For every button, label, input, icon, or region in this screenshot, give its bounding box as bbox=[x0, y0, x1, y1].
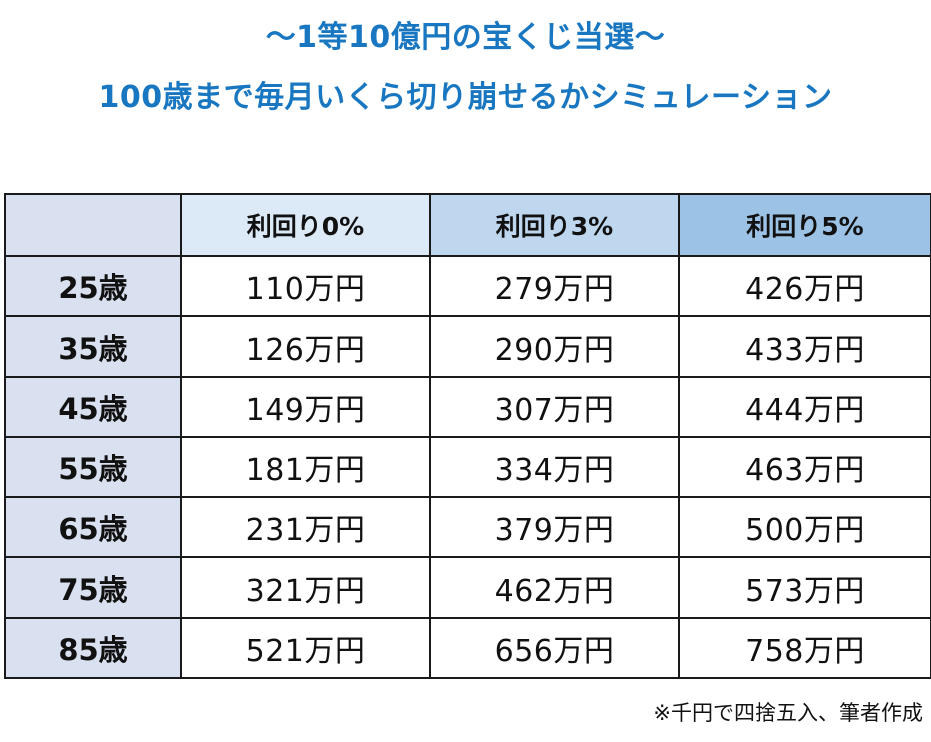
cell-yield-5: 463万円 bbox=[678, 435, 931, 499]
header-yield-5: 利回り5% bbox=[678, 192, 931, 258]
table-row: 25歳 110万円 279万円 426万円 bbox=[4, 255, 931, 318]
cell-yield-0: 521万円 bbox=[180, 616, 431, 680]
cell-yield-0: 110万円 bbox=[180, 255, 431, 318]
row-age: 25歳 bbox=[4, 255, 182, 318]
cell-yield-0: 126万円 bbox=[180, 315, 431, 378]
table-header-row: 利回り0% 利回り3% 利回り5% bbox=[4, 192, 931, 258]
cell-yield-0: 149万円 bbox=[180, 375, 431, 438]
table-row: 35歳 126万円 290万円 433万円 bbox=[4, 315, 931, 378]
footnote: ※千円で四捨五入、筆者作成 bbox=[653, 701, 923, 725]
cell-yield-3: 379万円 bbox=[429, 496, 680, 559]
cell-yield-3: 279万円 bbox=[429, 255, 680, 318]
table-row: 85歳 521万円 656万円 758万円 bbox=[4, 616, 931, 680]
row-age: 35歳 bbox=[4, 315, 182, 378]
header-yield-0: 利回り0% bbox=[180, 192, 431, 258]
cell-yield-3: 334万円 bbox=[429, 435, 680, 499]
cell-yield-5: 433万円 bbox=[678, 315, 931, 378]
row-age: 75歳 bbox=[4, 556, 182, 619]
table-row: 65歳 231万円 379万円 500万円 bbox=[4, 496, 931, 559]
cell-yield-0: 181万円 bbox=[180, 435, 431, 499]
page-title: 〜1等10億円の宝くじ当選〜 bbox=[265, 20, 666, 55]
cell-yield-0: 231万円 bbox=[180, 496, 431, 559]
cell-yield-3: 656万円 bbox=[429, 616, 680, 680]
cell-yield-3: 307万円 bbox=[429, 375, 680, 438]
cell-yield-3: 462万円 bbox=[429, 556, 680, 619]
table-row: 75歳 321万円 462万円 573万円 bbox=[4, 556, 931, 619]
header-corner bbox=[4, 192, 182, 258]
cell-yield-5: 758万円 bbox=[678, 616, 931, 680]
table-row: 45歳 149万円 307万円 444万円 bbox=[4, 375, 931, 438]
cell-yield-0: 321万円 bbox=[180, 556, 431, 619]
cell-yield-5: 426万円 bbox=[678, 255, 931, 318]
page-subtitle: 100歳まで毎月いくら切り崩せるかシミュレーション bbox=[98, 80, 833, 115]
cell-yield-5: 500万円 bbox=[678, 496, 931, 559]
simulation-table: 利回り0% 利回り3% 利回り5% 25歳 110万円 279万円 426万円 … bbox=[4, 192, 931, 680]
row-age: 85歳 bbox=[4, 616, 182, 680]
cell-yield-5: 444万円 bbox=[678, 375, 931, 438]
header-yield-3: 利回り3% bbox=[429, 192, 680, 258]
row-age: 55歳 bbox=[4, 435, 182, 499]
row-age: 45歳 bbox=[4, 375, 182, 438]
cell-yield-3: 290万円 bbox=[429, 315, 680, 378]
row-age: 65歳 bbox=[4, 496, 182, 559]
cell-yield-5: 573万円 bbox=[678, 556, 931, 619]
table-row: 55歳 181万円 334万円 463万円 bbox=[4, 435, 931, 499]
